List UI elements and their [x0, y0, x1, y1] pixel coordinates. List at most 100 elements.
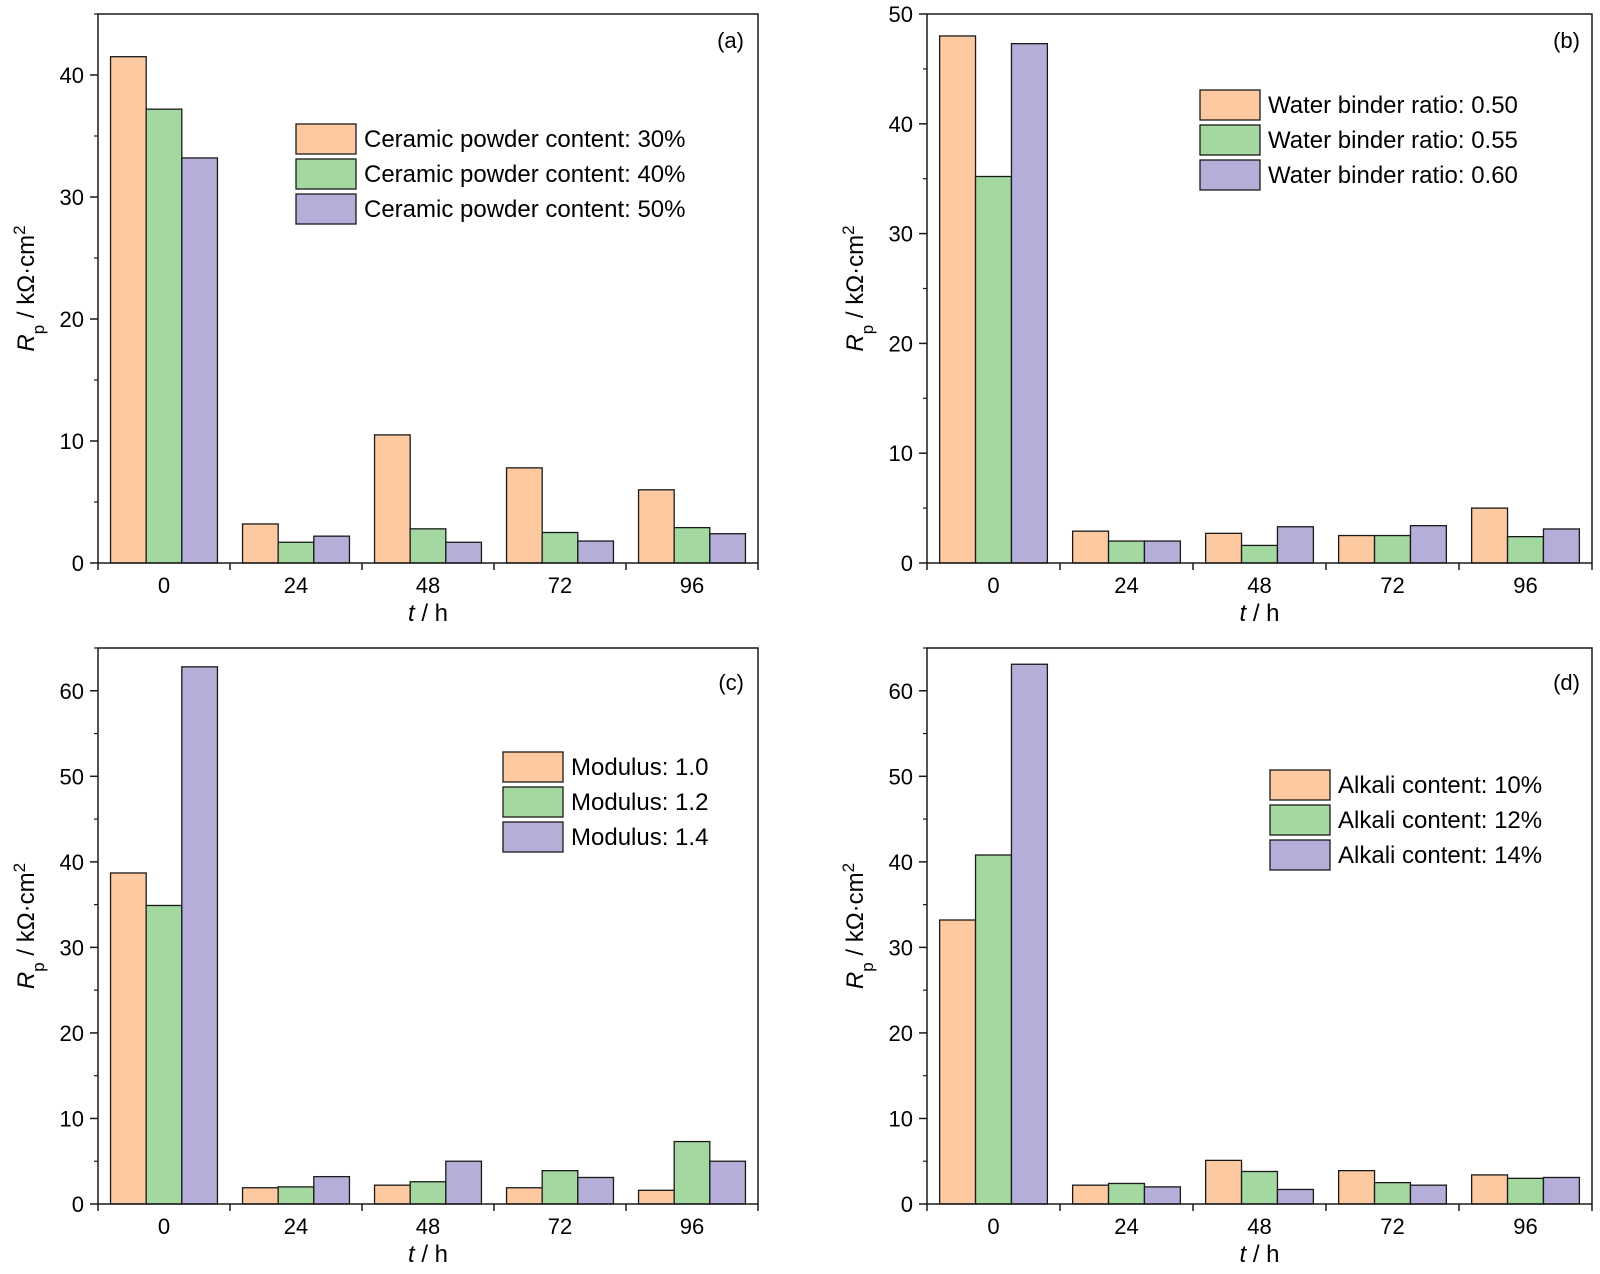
x-axis-unit: / h — [1246, 1241, 1279, 1268]
bar — [277, 541, 315, 564]
x-tick-label: 24 — [1114, 1214, 1138, 1239]
bar — [181, 666, 219, 1205]
legend-label: Alkali content: 10% — [1338, 772, 1542, 799]
panel-label: (d) — [1553, 670, 1580, 695]
x-axis-title: t / h — [1239, 600, 1279, 627]
bar — [974, 175, 1013, 564]
bar — [373, 1184, 411, 1205]
y-axis-title: Rp / kΩ·cm2 — [839, 225, 877, 351]
legend-label: Modulus: 1.2 — [571, 789, 708, 816]
bar — [109, 872, 147, 1205]
bar — [637, 489, 675, 564]
y-axis-superscript: 2 — [839, 225, 858, 234]
bar — [1010, 43, 1049, 564]
y-tick-label: 10 — [60, 1106, 84, 1131]
x-tick-label: 24 — [284, 1214, 308, 1239]
bar — [277, 1186, 315, 1205]
x-tick-label: 96 — [680, 573, 704, 598]
y-tick-label: 0 — [901, 551, 913, 576]
legend-swatch — [295, 123, 357, 155]
legend-label: Water binder ratio: 0.50 — [1268, 92, 1518, 119]
bar — [1143, 540, 1182, 564]
y-axis-variable: R — [13, 334, 40, 351]
chart-panel-b: 0 10 20 30 40 50 0 24 48 72 96 t / h Rp / kΩ·cm2 (b) W… — [839, 2, 1593, 627]
y-tick-label: 30 — [889, 935, 913, 960]
y-tick-label: 40 — [60, 850, 84, 875]
x-tick-label: 0 — [158, 573, 170, 598]
y-axis-unit: / kΩ·cm — [13, 872, 40, 962]
x-axis-title: t / h — [1239, 1241, 1279, 1268]
legend-swatch — [1269, 769, 1331, 801]
legend-label: Modulus: 1.0 — [571, 754, 708, 781]
chart-panel-d: 0 10 20 30 40 50 60 0 24 48 72 96 t / h Rp / kΩ·cm2 (d… — [839, 647, 1593, 1268]
y-tick-label: 0 — [72, 1192, 84, 1217]
bar — [505, 467, 543, 564]
bar — [1542, 1176, 1581, 1205]
bar — [1240, 1170, 1279, 1205]
y-tick-label: 20 — [889, 331, 913, 356]
legend-swatch — [1199, 124, 1261, 156]
bar — [445, 541, 483, 564]
x-axis-title: t / h — [408, 1241, 448, 1268]
bar — [1240, 544, 1279, 564]
y-tick-label: 20 — [60, 1021, 84, 1046]
bar — [709, 533, 747, 564]
x-tick-label: 96 — [1513, 573, 1537, 598]
y-axis-subscript: p — [29, 962, 48, 971]
bar — [1470, 507, 1509, 564]
legend-swatch — [1199, 159, 1261, 191]
x-tick-label: 48 — [1247, 573, 1271, 598]
bar — [1204, 532, 1243, 564]
x-tick-label: 24 — [284, 573, 308, 598]
x-axis-variable: t — [408, 1241, 416, 1268]
x-tick-label: 96 — [1513, 1214, 1537, 1239]
x-tick-label: 0 — [987, 1214, 999, 1239]
legend-swatch — [502, 786, 564, 818]
y-axis-subscript: p — [858, 962, 877, 971]
y-axis-unit: / kΩ·cm — [842, 872, 869, 962]
x-tick-label: 48 — [416, 573, 440, 598]
y-tick-label: 10 — [60, 429, 84, 454]
y-axis-unit: / kΩ·cm — [13, 235, 40, 325]
x-tick-label: 72 — [548, 573, 572, 598]
chart-panel-a: 0 10 20 30 40 0 24 48 72 96 t / h Rp / kΩ·cm2 (a) Cer… — [10, 13, 759, 627]
y-tick-label: 40 — [60, 63, 84, 88]
bar — [1204, 1159, 1243, 1205]
y-tick-label: 10 — [889, 1106, 913, 1131]
bar — [241, 523, 279, 564]
bar — [1010, 663, 1049, 1205]
y-axis-variable: R — [842, 972, 869, 989]
y-axis-superscript: 2 — [10, 863, 29, 872]
bar — [145, 904, 183, 1205]
legend-swatch — [502, 751, 564, 783]
bar — [541, 531, 579, 564]
panel-label: (b) — [1553, 28, 1580, 53]
bar — [577, 540, 615, 564]
bar — [505, 1187, 543, 1205]
legend-label: Modulus: 1.4 — [571, 824, 708, 851]
y-axis-title: Rp / kΩ·cm2 — [10, 863, 48, 989]
y-axis-title: Rp / kΩ·cm2 — [10, 225, 48, 351]
x-tick-label: 24 — [1114, 573, 1138, 598]
legend-swatch — [1199, 89, 1261, 121]
y-tick-label: 50 — [889, 764, 913, 789]
y-tick-label: 50 — [60, 764, 84, 789]
bar — [1071, 1184, 1110, 1205]
x-tick-label: 48 — [1247, 1214, 1271, 1239]
x-tick-label: 0 — [158, 1214, 170, 1239]
legend-swatch — [502, 821, 564, 853]
x-tick-label: 48 — [416, 1214, 440, 1239]
bar — [637, 1189, 675, 1205]
legend-label: Ceramic powder content: 40% — [364, 161, 686, 188]
panel-label: (c) — [718, 670, 744, 695]
bar — [541, 1169, 579, 1205]
y-tick-label: 40 — [889, 850, 913, 875]
legend-label: Alkali content: 14% — [1338, 842, 1542, 869]
bar — [409, 1181, 447, 1205]
bar — [1276, 526, 1315, 564]
y-tick-label: 60 — [889, 679, 913, 704]
y-tick-label: 20 — [889, 1021, 913, 1046]
bar — [938, 919, 977, 1205]
bar — [1506, 1177, 1545, 1205]
bar — [1337, 534, 1376, 564]
